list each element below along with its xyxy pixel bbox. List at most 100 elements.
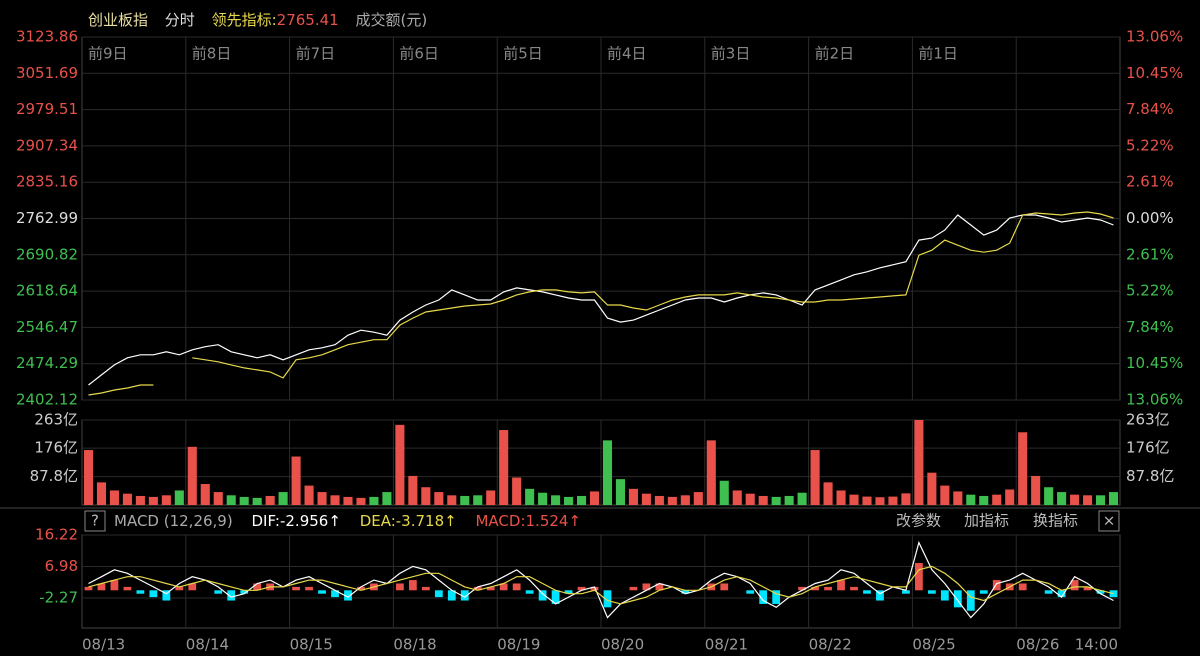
volume-bar: [615, 479, 626, 505]
y2-tick-label: 13.06%: [1126, 28, 1183, 46]
volume-bar: [836, 490, 846, 505]
mode[interactable]: 分时: [165, 11, 195, 29]
macd-bar: [837, 580, 845, 591]
help-button[interactable]: ?: [91, 512, 99, 530]
macd-bar: [123, 586, 132, 591]
volume-bar: [408, 475, 418, 505]
macd-bar: [214, 590, 223, 594]
macd-bar: [927, 590, 936, 594]
volume-bar: [1070, 494, 1080, 505]
toolbar-button[interactable]: 改参数: [896, 512, 941, 530]
macd-bar: [1083, 586, 1092, 591]
y-tick-label: 6.98: [45, 557, 78, 575]
macd-bar: [110, 580, 119, 591]
volume-bar: [1083, 495, 1093, 505]
macd-bar: [1096, 590, 1105, 594]
close-button[interactable]: ×: [1103, 512, 1116, 530]
price-line: [88, 214, 1114, 386]
macd-bar: [175, 586, 184, 591]
macd-bar: [577, 586, 586, 591]
volume-bar: [564, 496, 574, 505]
close-box[interactable]: [1098, 510, 1120, 532]
macd-bar: [305, 586, 313, 591]
volume-bar: [1031, 475, 1041, 505]
volume-bar: [512, 477, 522, 505]
volume-bar: [966, 494, 976, 505]
macd-status: MACD (12,26,9) DIF:-2.956↑ DEA:-3.718↑ M…: [114, 512, 581, 530]
x-tick-label: 08/25: [912, 636, 955, 654]
volume-bar: [1095, 495, 1106, 505]
macd-bar: [902, 590, 910, 594]
macd-bar: [486, 586, 495, 591]
volume-bar: [979, 495, 989, 505]
volume-bar: [1057, 492, 1067, 505]
macd-bar: [344, 590, 352, 601]
volume-bar: [823, 482, 833, 505]
macd-bar: [318, 590, 326, 594]
volume-bar: [641, 493, 651, 505]
volume-bar: [239, 496, 249, 505]
macd-bar: [940, 590, 949, 601]
volume-bar: [135, 495, 145, 505]
day-label: 前9日: [88, 45, 128, 63]
volume-bar: [447, 495, 457, 505]
macd-bar: [357, 586, 365, 591]
y2-tick-label: 10.45%: [1126, 64, 1183, 82]
macd-bar: [850, 586, 858, 591]
volume-bar: [654, 495, 664, 505]
volume-bar: [551, 495, 561, 505]
indicator-value: 2765.41: [277, 11, 339, 29]
y-tick-label: 263亿: [34, 411, 78, 429]
macd-bar: [97, 583, 106, 591]
macd-bar: [824, 586, 832, 591]
day-label: 前7日: [296, 45, 336, 63]
volume-bar: [784, 495, 794, 505]
volume-bar: [395, 424, 405, 505]
y-tick-label: 2690.82: [16, 245, 78, 263]
toolbar-button[interactable]: 加指标: [964, 512, 1009, 530]
volume-bar: [849, 494, 859, 505]
macd-bar: [1044, 590, 1053, 594]
volume-bar: [278, 492, 288, 505]
macd-bar: [408, 580, 417, 591]
macd-bar: [188, 583, 197, 591]
macd-bar: [84, 586, 93, 591]
macd-bar: [629, 586, 638, 591]
macd-bar: [227, 590, 236, 601]
volume-bar: [1108, 492, 1119, 505]
day-label: 前2日: [815, 45, 855, 63]
header: 创业板指 分时 领先指标:2765.41 成交额(元): [88, 11, 427, 29]
volume-bar: [330, 495, 340, 505]
y2-tick-label: 7.84%: [1126, 318, 1174, 336]
x-tick-label: 08/26: [1016, 636, 1059, 654]
y2-tick-label: 5.22%: [1126, 136, 1174, 154]
toolbar-button[interactable]: 换指标: [1033, 512, 1078, 530]
volume-bar: [213, 492, 223, 505]
volume-bar: [771, 496, 781, 505]
macd-bar: [966, 590, 975, 611]
macd-bar: [720, 583, 729, 591]
x-tick-label: 08/22: [809, 636, 852, 654]
dif-line: [88, 540, 1114, 619]
macd-bar: [460, 590, 469, 601]
volume-bar: [875, 497, 885, 505]
macd-bar: [499, 583, 508, 591]
macd-bar: [1109, 590, 1118, 598]
volume-bar: [226, 495, 236, 505]
y-tick-label: 2835.16: [16, 173, 78, 191]
volume-label: 成交额(元): [355, 11, 427, 29]
volume-bar: [343, 496, 353, 505]
day-label: 前6日: [399, 45, 439, 63]
macd-bar: [512, 583, 521, 591]
y2-tick-label: 10.45%: [1126, 354, 1183, 372]
y-tick-label: 2402.12: [16, 391, 78, 409]
macd-bar: [914, 563, 923, 591]
y-tick-label: 3051.69: [16, 64, 78, 82]
volume-bar: [356, 497, 366, 505]
macd-bar: [798, 586, 807, 591]
day-label: 前8日: [192, 45, 232, 63]
volume-bar: [953, 491, 963, 505]
volume-bar: [576, 495, 587, 505]
help-box[interactable]: [84, 510, 106, 532]
volume-bar: [693, 492, 703, 505]
